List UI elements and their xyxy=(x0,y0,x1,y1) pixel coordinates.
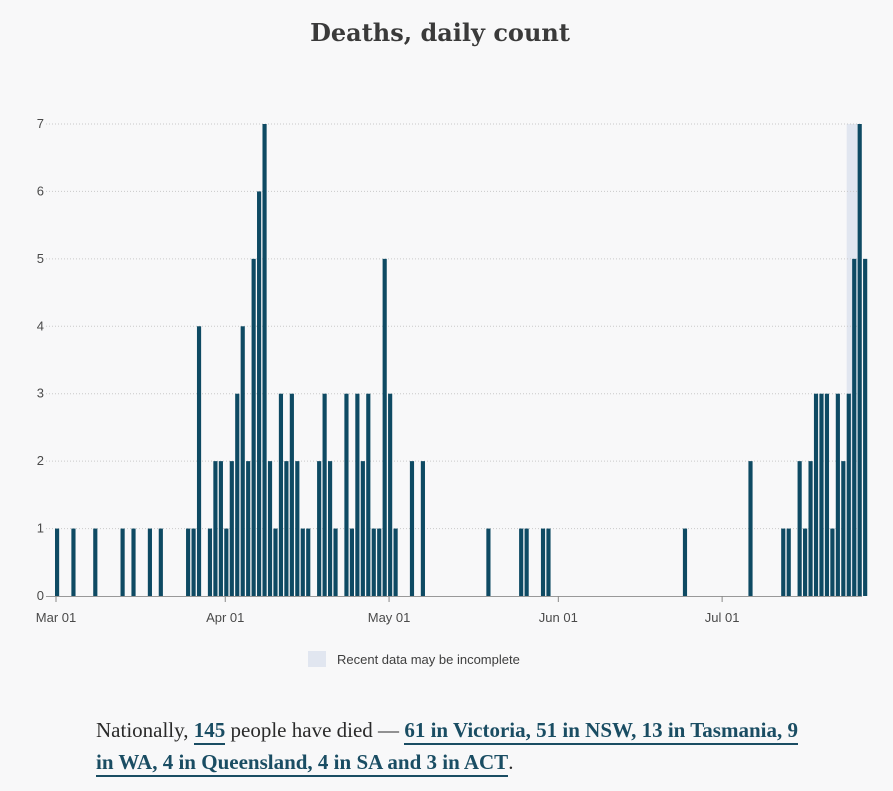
bar xyxy=(819,393,824,596)
y-tick-label: 2 xyxy=(37,453,44,468)
bar xyxy=(158,528,163,596)
bar xyxy=(207,528,213,596)
bar xyxy=(186,528,191,596)
bar xyxy=(857,124,862,596)
bar xyxy=(344,393,349,596)
bar xyxy=(278,393,284,596)
y-tick-label: 0 xyxy=(37,588,44,603)
bar xyxy=(360,461,365,596)
bar xyxy=(519,528,524,596)
bar xyxy=(786,528,791,596)
bar xyxy=(366,393,371,596)
bar xyxy=(273,528,278,596)
bar xyxy=(748,461,753,596)
bar xyxy=(300,528,305,596)
bar xyxy=(235,393,240,596)
bar xyxy=(824,393,830,596)
bar xyxy=(546,528,551,596)
bar xyxy=(813,393,819,596)
bar xyxy=(196,326,202,596)
bar xyxy=(317,461,322,596)
deaths-summary: Nationally, 145 people have died — 61 in… xyxy=(96,714,816,778)
bar xyxy=(781,528,786,596)
y-tick-label: 7 xyxy=(37,116,44,131)
bar xyxy=(355,393,360,596)
bar xyxy=(267,461,273,596)
bar xyxy=(251,258,256,596)
bar xyxy=(393,528,398,596)
bar xyxy=(295,461,300,596)
bar xyxy=(246,461,251,596)
y-tick-label: 5 xyxy=(37,251,44,266)
bar xyxy=(262,124,267,596)
bar xyxy=(682,528,688,596)
bar xyxy=(371,528,376,596)
state-breakdown-link[interactable]: 61 in Victoria, 51 in NSW, 13 in Tasmani… xyxy=(96,718,798,777)
y-tick-label: 6 xyxy=(37,183,44,198)
summary-prefix: Nationally, xyxy=(96,718,194,742)
bar xyxy=(808,461,813,596)
x-tick-label: Jun 01 xyxy=(539,610,578,625)
bar xyxy=(55,528,60,596)
x-tick-label: May 01 xyxy=(368,610,411,625)
chart-legend: Recent data may be incomplete xyxy=(308,651,520,667)
bar xyxy=(797,461,802,596)
bar xyxy=(240,326,245,596)
bar xyxy=(191,528,196,596)
bar xyxy=(289,393,294,596)
bar xyxy=(333,528,338,596)
bar xyxy=(524,528,529,596)
bar xyxy=(388,393,393,596)
x-tick-label: Mar 01 xyxy=(36,610,76,625)
bar xyxy=(328,461,333,596)
bar xyxy=(306,528,311,596)
bar xyxy=(322,393,327,596)
x-tick-label: Jul 01 xyxy=(705,610,740,625)
bar xyxy=(803,528,808,596)
y-tick-label: 3 xyxy=(37,386,44,401)
chart-title: Deaths, daily count xyxy=(310,18,570,47)
bar xyxy=(284,461,289,596)
legend-label: Recent data may be incomplete xyxy=(337,651,520,667)
bar xyxy=(229,461,234,596)
bar xyxy=(382,258,387,596)
bar xyxy=(120,528,125,596)
bar xyxy=(841,461,846,596)
y-tick-label: 1 xyxy=(37,521,44,536)
bar xyxy=(830,528,835,596)
bar xyxy=(486,528,491,596)
bar xyxy=(213,461,218,596)
total-deaths-link[interactable]: 145 xyxy=(193,718,226,745)
deaths-bar-chart: 0 1 2 3 4 5 6 7 Mar 01 Apr 01 May 01 Jun 01 Jul 01 xyxy=(36,116,868,625)
bar xyxy=(852,258,857,596)
x-tick-label: Apr 01 xyxy=(206,610,244,625)
bar xyxy=(257,191,262,596)
bar xyxy=(846,393,851,596)
bar xyxy=(863,258,868,596)
bar xyxy=(218,461,223,596)
y-tick-label: 4 xyxy=(37,318,44,333)
summary-suffix: . xyxy=(508,750,514,774)
bar xyxy=(93,528,98,596)
bar xyxy=(349,528,354,596)
bar xyxy=(224,528,229,596)
bar xyxy=(131,528,136,596)
bar xyxy=(147,528,152,596)
bar xyxy=(409,461,415,596)
bar xyxy=(540,528,546,596)
summary-middle: people have died — xyxy=(225,718,405,742)
bar xyxy=(71,528,76,596)
bar xyxy=(420,461,425,596)
bar xyxy=(835,393,840,596)
bar xyxy=(377,528,382,596)
legend-swatch xyxy=(308,651,326,667)
